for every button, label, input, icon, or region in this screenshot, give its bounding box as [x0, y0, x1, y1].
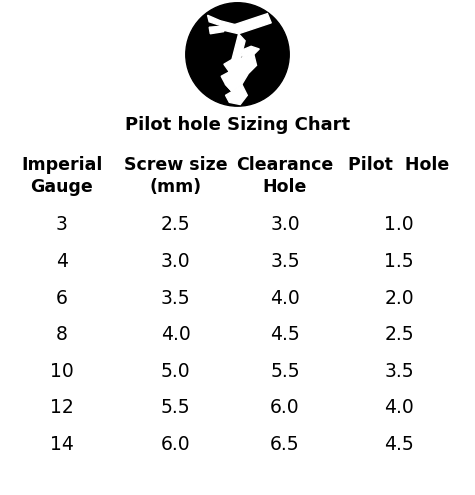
Polygon shape	[224, 59, 245, 72]
Text: 3.5: 3.5	[270, 252, 300, 271]
Text: 5.5: 5.5	[270, 362, 300, 381]
Text: 2.5: 2.5	[161, 215, 190, 234]
Text: Pilot  Hole: Pilot Hole	[348, 156, 450, 174]
Text: 3.0: 3.0	[270, 215, 300, 234]
Text: 4.0: 4.0	[161, 325, 190, 344]
Text: 4: 4	[56, 252, 68, 271]
Text: 1.5: 1.5	[384, 252, 414, 271]
Text: (mm): (mm)	[150, 178, 202, 196]
Polygon shape	[235, 13, 271, 34]
Text: 1.0: 1.0	[384, 215, 414, 234]
Text: 3.0: 3.0	[161, 252, 190, 271]
Text: Clearance: Clearance	[237, 156, 333, 174]
Text: 4.5: 4.5	[270, 325, 300, 344]
Polygon shape	[242, 46, 259, 57]
Text: 2.5: 2.5	[384, 325, 414, 344]
Text: Pilot hole Sizing Chart: Pilot hole Sizing Chart	[125, 116, 350, 134]
Text: 6.0: 6.0	[270, 398, 300, 417]
Text: 10: 10	[50, 362, 74, 381]
Polygon shape	[221, 54, 256, 92]
Text: Screw size: Screw size	[124, 156, 228, 174]
Text: Hole: Hole	[263, 178, 307, 196]
Text: 4.0: 4.0	[270, 289, 300, 307]
Text: 14: 14	[50, 435, 74, 454]
Text: 6: 6	[56, 289, 67, 307]
Text: 5.0: 5.0	[161, 362, 190, 381]
Text: Gauge: Gauge	[30, 178, 93, 196]
Text: 6.0: 6.0	[161, 435, 190, 454]
Text: 5.5: 5.5	[161, 398, 190, 417]
Polygon shape	[226, 84, 247, 104]
Text: 2.0: 2.0	[384, 289, 414, 307]
Text: 4.5: 4.5	[384, 435, 414, 454]
Polygon shape	[220, 21, 238, 34]
Text: 4.0: 4.0	[384, 398, 414, 417]
Polygon shape	[226, 34, 245, 92]
Text: 3.5: 3.5	[161, 289, 190, 307]
Circle shape	[186, 3, 289, 106]
Text: 6.5: 6.5	[270, 435, 300, 454]
Text: 8: 8	[56, 325, 67, 344]
Text: 3.5: 3.5	[384, 362, 414, 381]
Text: Imperial: Imperial	[21, 156, 103, 174]
Polygon shape	[209, 26, 224, 34]
Polygon shape	[208, 15, 222, 26]
Text: 12: 12	[50, 398, 74, 417]
Text: 3: 3	[56, 215, 67, 234]
